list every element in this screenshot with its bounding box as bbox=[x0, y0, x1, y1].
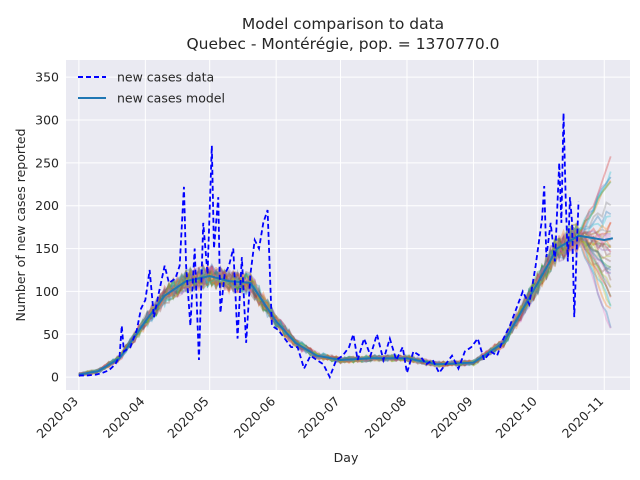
plot-area bbox=[66, 60, 630, 390]
model-ensemble-line bbox=[78, 156, 612, 377]
x-tick-label: 2020-07 bbox=[295, 394, 343, 442]
y-axis: 0 50 100 150 200 250 300 350 bbox=[35, 70, 59, 385]
model-ensemble-line bbox=[78, 226, 612, 376]
y-tick-label: 50 bbox=[43, 327, 59, 342]
model-ensemble-line bbox=[78, 225, 612, 375]
y-tick-label: 200 bbox=[35, 198, 59, 213]
legend-label-model: new cases model bbox=[117, 91, 225, 106]
x-tick-label: 2020-11 bbox=[559, 394, 607, 442]
y-tick-label: 350 bbox=[35, 70, 59, 85]
y-tick-label: 250 bbox=[35, 155, 59, 170]
x-tick-label: 2020-04 bbox=[100, 393, 148, 441]
x-tick-label: 2020-10 bbox=[492, 393, 540, 441]
model-ensemble-line bbox=[78, 231, 611, 377]
model-ensemble-line bbox=[78, 232, 612, 377]
model-ensemble-line bbox=[78, 230, 612, 377]
x-axis: 2020-03 2020-04 2020-05 2020-06 2020-07 2020-… bbox=[33, 393, 606, 441]
legend-label-data: new cases data bbox=[117, 70, 214, 85]
model-ensemble-line bbox=[78, 232, 612, 377]
model-ensemble-line bbox=[78, 180, 612, 375]
y-tick-label: 150 bbox=[35, 241, 59, 256]
x-tick-label: 2020-03 bbox=[33, 394, 81, 442]
x-tick-label: 2020-05 bbox=[164, 394, 212, 442]
series-line-new-cases-model bbox=[78, 234, 614, 376]
y-axis-label: Number of new cases reported bbox=[13, 128, 28, 321]
x-tick-label: 2020-09 bbox=[428, 393, 476, 441]
series-line-new-cases-data bbox=[78, 113, 580, 380]
y-tick-label: 100 bbox=[35, 284, 59, 299]
chart-title: Model comparison to data bbox=[242, 15, 444, 33]
legend: new cases data new cases model bbox=[78, 70, 225, 106]
model-ensemble-line bbox=[78, 226, 611, 376]
x-axis-label: Day bbox=[334, 450, 359, 465]
y-tick-label: 300 bbox=[35, 113, 59, 128]
model-ensemble-line bbox=[78, 231, 612, 377]
x-tick-label: 2020-08 bbox=[362, 393, 410, 441]
model-ensemble-line bbox=[78, 210, 612, 376]
chart-subtitle: Quebec - Montérégie, pop. = 1370770.0 bbox=[186, 35, 499, 53]
y-tick-label: 0 bbox=[51, 370, 59, 385]
model-ensemble-line bbox=[78, 226, 612, 376]
x-tick-label: 2020-06 bbox=[231, 393, 279, 441]
model-ensemble-line bbox=[78, 215, 611, 375]
series-layer bbox=[78, 113, 614, 380]
